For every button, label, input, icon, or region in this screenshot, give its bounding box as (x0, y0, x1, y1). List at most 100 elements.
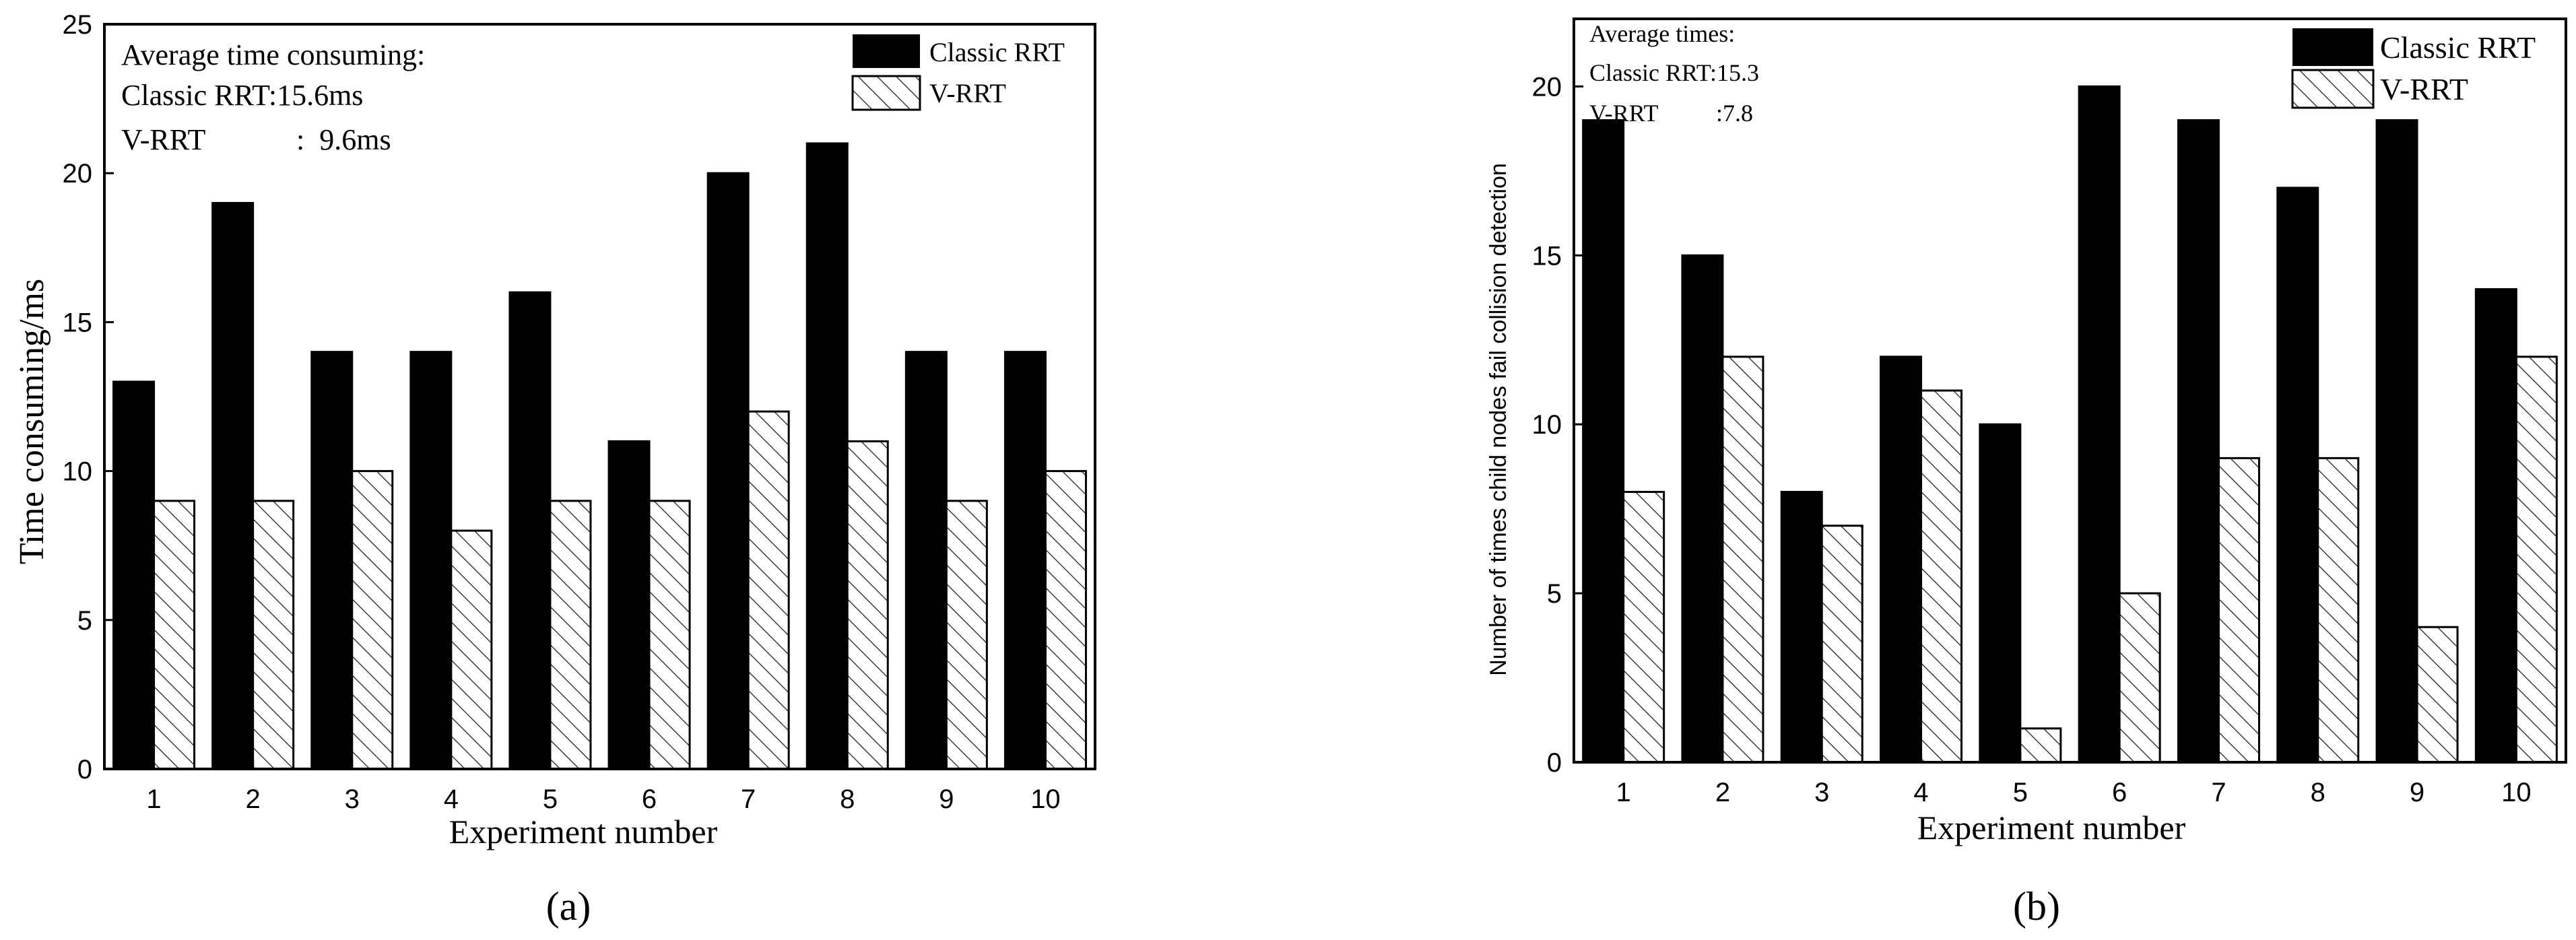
panel-a-bar-classic-rrt-9 (904, 351, 948, 770)
panel-b-plot-frame (1573, 18, 2567, 764)
panel-a-bar-v-rrt-6 (648, 500, 691, 770)
panel-b-legend: Classic RRT V-RRT (2291, 28, 2536, 109)
panel-a-plot-frame (103, 23, 1096, 770)
panel-a-x-tick-label-10: 10 (1030, 784, 1061, 814)
panel-b-bar-classic-rrt-2 (1681, 254, 1724, 764)
panel-b-bar-classic-rrt-8 (2276, 187, 2319, 764)
panel-b-bar-classic-rrt-3 (1780, 491, 1823, 764)
panel-a-y-axis-label: Time consuming/ms (13, 279, 51, 564)
panel-a-annotation-classic: Classic RRT:15.6ms (121, 79, 363, 112)
panel-a-bar-v-rrt-4 (450, 529, 493, 770)
panel-b: 0 5 10 15 20 1 2 3 4 5 6 7 8 9 10 Average times: Clas… (1486, 18, 2567, 929)
panel-b-annotation-title: Average times: (1589, 20, 1735, 47)
panel-a-x-tick-label-1: 1 (146, 784, 161, 814)
panel-b-legend-classic-label: Classic RRT (2380, 30, 2536, 65)
panel-b-bar-classic-rrt-4 (1880, 356, 1923, 764)
panel-b-x-tick-label-6: 6 (2112, 778, 2127, 807)
panel-a-y-tick-label-10: 10 (63, 457, 93, 487)
panel-a-bar-classic-rrt-6 (607, 440, 651, 770)
panel-a-bar-v-rrt-7 (747, 410, 790, 770)
panel-b-legend-vrrt-swatch (2291, 69, 2375, 109)
panel-b-bar-classic-rrt-1 (1582, 119, 1625, 764)
panel-a-x-tick-label-5: 5 (543, 784, 558, 814)
panel-b-y-tick-label-5: 5 (1547, 579, 1562, 609)
panel-b-x-tick-label-4: 4 (1913, 778, 1928, 807)
panel-b-bars (1582, 85, 2558, 764)
panel-a-bar-classic-rrt-2 (211, 201, 255, 770)
panel-a-x-tick-label-4: 4 (444, 784, 459, 814)
panel-b-x-tick-label-8: 8 (2311, 778, 2325, 807)
panel-b-x-tick-label-9: 9 (2410, 778, 2424, 807)
panel-b-bar-v-rrt-7 (2217, 457, 2260, 764)
panel-a-bar-v-rrt-2 (252, 500, 295, 770)
panel-b-bar-classic-rrt-9 (2375, 119, 2418, 764)
panel-a-bar-classic-rrt-8 (805, 142, 849, 770)
panel-a-legend-vrrt-label: V-RRT (929, 78, 1006, 108)
panel-b-bar-classic-rrt-6 (2078, 85, 2121, 764)
panel-b-x-ticks: 1 2 3 4 5 6 7 8 9 10 (1616, 753, 2532, 807)
panel-a-x-tick-label-8: 8 (840, 784, 855, 814)
panel-a-bar-v-rrt-8 (846, 440, 889, 770)
panel-b-bar-v-rrt-1 (1622, 491, 1665, 764)
panel-a-y-tick-label-5: 5 (77, 606, 92, 636)
panel-b-bar-classic-rrt-7 (2177, 119, 2220, 764)
panel-b-bar-v-rrt-6 (2118, 592, 2161, 764)
panel-a-bar-v-rrt-9 (945, 500, 988, 770)
panel-b-bar-v-rrt-2 (1721, 356, 1764, 764)
panel-b-bar-classic-rrt-5 (1979, 423, 2022, 764)
panel-b-legend-classic-swatch (2292, 28, 2373, 66)
panel-a-bar-v-rrt-10 (1044, 470, 1087, 770)
panel-a-x-tick-label-6: 6 (642, 784, 657, 814)
panel-a-y-tick-label-25: 25 (63, 10, 93, 40)
panel-b-x-tick-label-7: 7 (2211, 778, 2226, 807)
panel-b-x-axis-label: Experiment number (1917, 809, 2186, 846)
panel-b-annotation-vrrt-label: V-RRT (1589, 100, 1659, 127)
panel-a-bar-v-rrt-5 (549, 500, 592, 770)
panel-a-x-tick-label-3: 3 (345, 784, 360, 814)
panel-b-bar-v-rrt-4 (1920, 389, 1963, 764)
panel-a-legend-classic-swatch (853, 34, 920, 68)
panel-b-x-tick-label-10: 10 (2501, 778, 2532, 807)
panel-a-bar-v-rrt-1 (153, 500, 196, 770)
panel-a: 0 5 10 15 20 25 1 2 3 4 5 6 7 8 9 10 Average time cons… (13, 10, 1096, 929)
panel-b-x-tick-label-5: 5 (2013, 778, 2028, 807)
panel-b-y-tick-label-15: 15 (1532, 241, 1562, 271)
panel-b-bar-v-rrt-10 (2515, 356, 2558, 764)
panel-a-x-ticks: 1 2 3 4 5 6 7 8 9 10 (146, 760, 1061, 814)
panel-a-x-tick-label-9: 9 (939, 784, 954, 814)
panel-a-x-tick-label-2: 2 (246, 784, 261, 814)
panel-b-y-tick-label-0: 0 (1547, 748, 1562, 778)
panel-a-bar-classic-rrt-5 (508, 291, 552, 770)
panel-a-y-tick-label-20: 20 (63, 159, 93, 189)
panel-a-bars (112, 142, 1087, 770)
panel-a-bar-classic-rrt-10 (1003, 351, 1047, 770)
panel-b-x-tick-label-1: 1 (1616, 778, 1631, 807)
panel-a-legend-vrrt-swatch (851, 75, 921, 111)
panel-b-y-axis-label: Number of times child nodes fail collisi… (1486, 163, 1511, 676)
panel-b-x-tick-label-3: 3 (1814, 778, 1829, 807)
panel-a-legend: Classic RRT V-RRT (851, 34, 1065, 111)
panel-a-annotation-vrrt-label: V-RRT (121, 123, 205, 156)
panel-b-bar-v-rrt-5 (2019, 727, 2062, 764)
panel-a-bar-classic-rrt-7 (706, 172, 750, 770)
panel-b-y-ticks: 0 5 10 15 20 (1532, 72, 1583, 778)
panel-a-bar-classic-rrt-4 (409, 351, 453, 770)
panel-a-bar-classic-rrt-1 (112, 380, 156, 770)
panel-a-y-tick-label-15: 15 (63, 308, 93, 337)
panel-a-annotation-title: Average time consuming: (121, 38, 425, 71)
panel-b-legend-vrrt-label: V-RRT (2380, 72, 2468, 106)
panel-a-x-tick-label-7: 7 (741, 784, 756, 814)
panel-b-annotation-vrrt-value: :7.8 (1716, 100, 1753, 127)
panel-b-x-tick-label-2: 2 (1715, 778, 1730, 807)
panel-a-panel-label: (a) (546, 884, 591, 929)
panel-b-y-tick-label-20: 20 (1532, 72, 1562, 102)
panel-a-annotation-vrrt-value: : 9.6ms (296, 123, 391, 156)
panel-a-x-axis-label: Experiment number (449, 813, 718, 850)
panel-b-bar-v-rrt-3 (1820, 525, 1863, 764)
panel-b-y-tick-label-10: 10 (1532, 410, 1562, 440)
panel-a-y-ticks: 0 5 10 15 20 25 (63, 10, 114, 784)
panel-b-bar-v-rrt-9 (2416, 626, 2459, 764)
panel-b-panel-label: (b) (2013, 884, 2060, 929)
panel-a-bar-classic-rrt-3 (310, 351, 354, 770)
